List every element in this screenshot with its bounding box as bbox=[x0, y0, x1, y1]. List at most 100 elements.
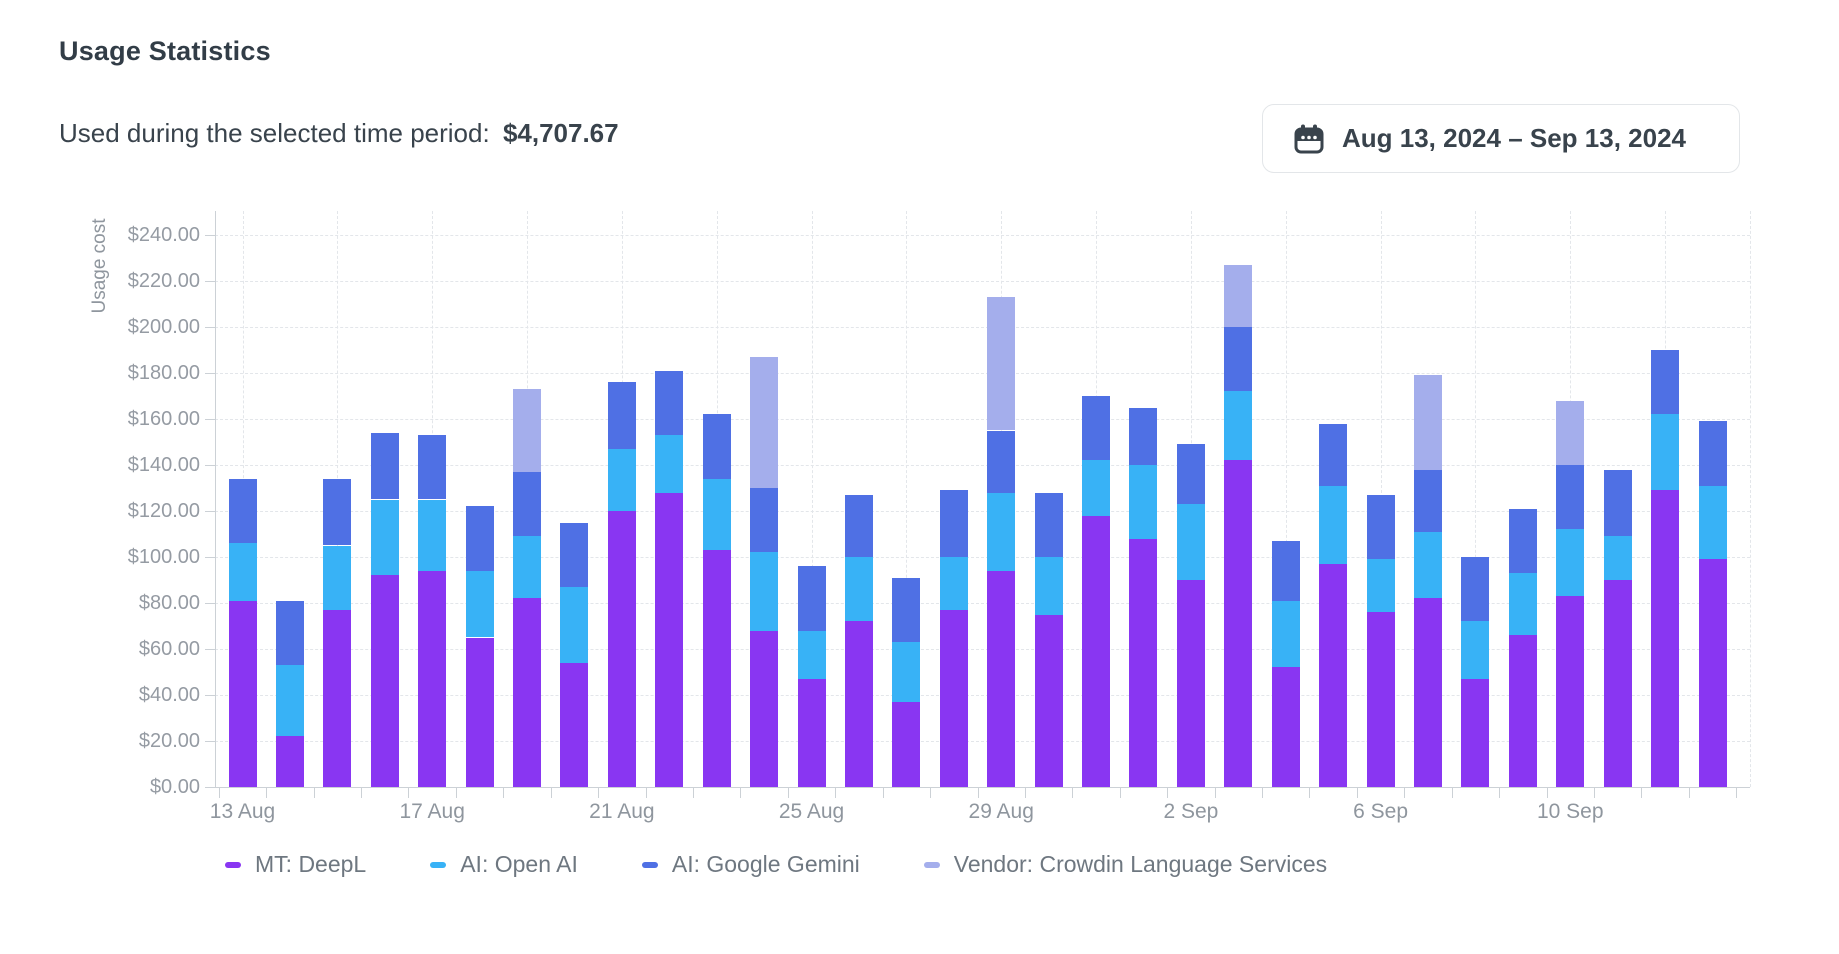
bar-segment[interactable] bbox=[418, 435, 447, 500]
bar-segment[interactable] bbox=[844, 494, 873, 557]
bar-segment[interactable] bbox=[844, 557, 873, 622]
bar-segment[interactable] bbox=[1224, 264, 1253, 327]
bar-segment[interactable] bbox=[939, 490, 968, 557]
bar-segment[interactable] bbox=[750, 356, 779, 488]
legend-item-vendor-crowdin-language-services[interactable]: Vendor: Crowdin Language Services bbox=[923, 851, 1327, 878]
bar-segment[interactable] bbox=[987, 297, 1016, 431]
bar-segment[interactable] bbox=[513, 598, 542, 787]
bar-segment[interactable] bbox=[1461, 621, 1490, 679]
bar-segment[interactable] bbox=[1082, 515, 1111, 787]
bar-segment[interactable] bbox=[1271, 540, 1300, 601]
bar-segment[interactable] bbox=[1651, 414, 1680, 491]
bar-segment[interactable] bbox=[1414, 598, 1442, 787]
bar-segment[interactable] bbox=[1129, 407, 1158, 465]
bar-segment[interactable] bbox=[1129, 538, 1158, 787]
bar-segment[interactable] bbox=[1129, 465, 1158, 539]
bar-segment[interactable] bbox=[275, 600, 304, 666]
bar-segment[interactable] bbox=[323, 609, 352, 787]
bar-segment[interactable] bbox=[1366, 494, 1395, 560]
bar-segment[interactable] bbox=[1176, 444, 1205, 505]
bar-segment[interactable] bbox=[1651, 490, 1680, 787]
bar-segment[interactable] bbox=[465, 506, 494, 571]
bar-segment[interactable] bbox=[1603, 536, 1632, 580]
bar-segment[interactable] bbox=[892, 701, 921, 787]
bar-segment[interactable] bbox=[1224, 327, 1253, 392]
bar-segment[interactable] bbox=[1366, 559, 1395, 613]
bar-segment[interactable] bbox=[892, 577, 921, 643]
bar-segment[interactable] bbox=[228, 478, 257, 544]
bar-segment[interactable] bbox=[1508, 635, 1537, 787]
bar-segment[interactable] bbox=[1319, 485, 1348, 564]
bar-segment[interactable] bbox=[1224, 460, 1253, 787]
bar-segment[interactable] bbox=[1698, 485, 1727, 560]
bar-segment[interactable] bbox=[1698, 421, 1727, 486]
bar-segment[interactable] bbox=[702, 414, 731, 479]
bar-segment[interactable] bbox=[1319, 423, 1348, 486]
bar-segment[interactable] bbox=[1414, 531, 1442, 599]
bar-segment[interactable] bbox=[987, 492, 1016, 571]
bar-segment[interactable] bbox=[1176, 580, 1205, 787]
bar-segment[interactable] bbox=[560, 586, 589, 663]
bar-segment[interactable] bbox=[750, 488, 779, 553]
bar-segment[interactable] bbox=[1271, 600, 1300, 668]
bar-segment[interactable] bbox=[655, 492, 684, 787]
bar-segment[interactable] bbox=[513, 389, 542, 472]
bar-segment[interactable] bbox=[1461, 678, 1490, 787]
bar-segment[interactable] bbox=[560, 662, 589, 787]
bar-segment[interactable] bbox=[750, 630, 779, 787]
bar-segment[interactable] bbox=[797, 630, 826, 679]
bar-segment[interactable] bbox=[1366, 612, 1395, 787]
bar-segment[interactable] bbox=[560, 522, 589, 587]
bar-segment[interactable] bbox=[513, 536, 542, 599]
bar-segment[interactable] bbox=[1651, 350, 1680, 415]
bar-segment[interactable] bbox=[797, 566, 826, 631]
bar-segment[interactable] bbox=[418, 499, 447, 571]
bar-segment[interactable] bbox=[1034, 614, 1063, 787]
bar-segment[interactable] bbox=[1603, 469, 1632, 537]
legend-item-ai-google-gemini[interactable]: AI: Google Gemini bbox=[641, 851, 860, 878]
bar-segment[interactable] bbox=[702, 478, 731, 551]
bar-segment[interactable] bbox=[607, 382, 636, 449]
bar-segment[interactable] bbox=[1176, 504, 1205, 580]
bar-segment[interactable] bbox=[1224, 391, 1253, 461]
bar-segment[interactable] bbox=[1082, 460, 1111, 516]
bar-segment[interactable] bbox=[1082, 396, 1111, 461]
bar-segment[interactable] bbox=[702, 550, 731, 787]
bar-segment[interactable] bbox=[370, 432, 399, 500]
bar-segment[interactable] bbox=[607, 448, 636, 511]
bar-segment[interactable] bbox=[370, 575, 399, 787]
bar-segment[interactable] bbox=[513, 471, 542, 537]
legend-item-ai-open-ai[interactable]: AI: Open AI bbox=[430, 851, 578, 878]
bar-segment[interactable] bbox=[1556, 465, 1585, 530]
bar-segment[interactable] bbox=[1271, 667, 1300, 787]
bar-segment[interactable] bbox=[1034, 492, 1063, 557]
bar-segment[interactable] bbox=[1414, 469, 1442, 532]
bar-segment[interactable] bbox=[987, 570, 1016, 787]
bar-segment[interactable] bbox=[1603, 580, 1632, 787]
bar-segment[interactable] bbox=[275, 736, 304, 787]
bar-segment[interactable] bbox=[1461, 557, 1490, 622]
bar-segment[interactable] bbox=[323, 545, 352, 610]
bar-segment[interactable] bbox=[418, 570, 447, 787]
bar-segment[interactable] bbox=[228, 543, 257, 601]
bar-segment[interactable] bbox=[228, 600, 257, 787]
bar-segment[interactable] bbox=[797, 678, 826, 787]
date-range-picker-button[interactable]: Aug 13, 2024 – Sep 13, 2024 bbox=[1262, 104, 1740, 173]
bar-segment[interactable] bbox=[750, 552, 779, 631]
bar-segment[interactable] bbox=[1556, 596, 1585, 787]
bar-segment[interactable] bbox=[607, 511, 636, 787]
bar-segment[interactable] bbox=[1508, 573, 1537, 636]
bar-segment[interactable] bbox=[1319, 563, 1348, 787]
bar-segment[interactable] bbox=[1414, 375, 1442, 470]
bar-segment[interactable] bbox=[1556, 400, 1585, 465]
bar-segment[interactable] bbox=[1556, 529, 1585, 597]
bar-segment[interactable] bbox=[323, 478, 352, 546]
bar-segment[interactable] bbox=[939, 557, 968, 610]
bar-segment[interactable] bbox=[1508, 508, 1537, 574]
bar-segment[interactable] bbox=[844, 621, 873, 787]
bar-segment[interactable] bbox=[465, 570, 494, 638]
bar-segment[interactable] bbox=[465, 637, 494, 787]
bar-segment[interactable] bbox=[655, 370, 684, 436]
bar-segment[interactable] bbox=[1698, 559, 1727, 787]
bar-segment[interactable] bbox=[892, 642, 921, 702]
